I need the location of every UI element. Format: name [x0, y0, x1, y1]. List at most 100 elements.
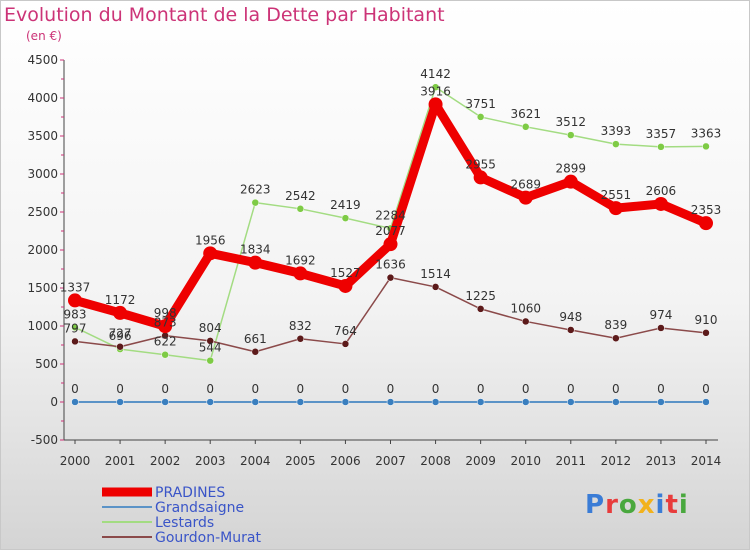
data-point-grandsaigne — [206, 398, 214, 406]
data-label-lestards: 696 — [109, 329, 132, 343]
data-labels: 0 0 0 0 0 0 0 0 0 0 0 0 0 0 0 983 696 622 544 2623 2542 2419 2… — [60, 67, 722, 396]
data-label-gourdon-murat: 1636 — [375, 258, 406, 272]
data-label-pradines: 2689 — [510, 178, 541, 192]
data-point-pradines — [608, 201, 623, 216]
data-point-grandsaigne — [567, 398, 575, 406]
data-point-gourdon-murat — [206, 337, 214, 345]
data-label-grandsaigne: 0 — [612, 382, 620, 396]
data-point-gourdon-murat — [612, 334, 620, 342]
data-point-grandsaigne — [431, 398, 440, 406]
data-point-gourdon-murat — [116, 342, 124, 351]
data-label-gourdon-murat: 974 — [649, 308, 672, 322]
data-label-grandsaigne: 0 — [522, 382, 530, 396]
data-label-pradines: 2077 — [375, 224, 406, 238]
y-tick-label: 2500 — [27, 205, 58, 219]
data-point-pradines — [158, 319, 173, 334]
data-label-grandsaigne: 0 — [206, 382, 214, 396]
legend-label: PRADINES — [155, 485, 225, 501]
x-tick-label: 2014 — [691, 454, 722, 468]
data-point-gourdon-murat — [476, 305, 485, 313]
x-tick-label: 2007 — [375, 454, 406, 468]
chart-subtitle: (en €) — [26, 29, 62, 43]
data-point-lestards — [702, 142, 710, 151]
data-label-grandsaigne: 0 — [657, 382, 665, 396]
data-point-lestards — [161, 350, 169, 359]
series-layer — [68, 83, 713, 406]
data-label-pradines: 1692 — [285, 253, 316, 267]
x-tick-label: 2008 — [420, 454, 451, 468]
data-label-grandsaigne: 0 — [477, 382, 485, 396]
data-point-gourdon-murat — [702, 329, 710, 337]
data-point-pradines — [203, 246, 218, 261]
data-point-lestards — [251, 198, 260, 207]
logo-letter: i — [678, 490, 689, 520]
data-point-lestards — [657, 143, 665, 151]
data-label-gourdon-murat: 797 — [64, 321, 87, 335]
data-point-lestards — [476, 113, 485, 121]
data-label-gourdon-murat: 764 — [334, 324, 357, 338]
data-label-lestards: 3621 — [510, 107, 541, 121]
data-point-pradines — [248, 255, 263, 270]
data-label-grandsaigne: 0 — [342, 382, 350, 396]
data-label-gourdon-murat: 832 — [289, 319, 312, 333]
data-label-pradines: 2955 — [465, 157, 496, 171]
data-point-grandsaigne — [521, 398, 530, 406]
data-label-lestards: 544 — [199, 341, 222, 355]
data-label-pradines: 1172 — [105, 293, 136, 307]
data-label-gourdon-murat: 948 — [559, 310, 582, 324]
series-grandsaigne — [71, 398, 710, 406]
data-label-lestards: 2542 — [285, 189, 316, 203]
y-tick-label: 1500 — [27, 281, 58, 295]
data-point-grandsaigne — [296, 398, 305, 406]
logo-letter: x — [637, 490, 656, 520]
data-point-gourdon-murat — [431, 283, 440, 291]
data-label-pradines: 2606 — [646, 184, 677, 198]
x-tick-label: 2004 — [240, 454, 271, 468]
data-label-gourdon-murat: 839 — [604, 318, 627, 332]
logo-letter: o — [618, 490, 638, 520]
data-label-gourdon-murat: 1060 — [510, 301, 541, 315]
data-point-pradines — [428, 97, 443, 112]
data-label-lestards: 3393 — [601, 124, 632, 138]
data-point-lestards — [206, 356, 214, 365]
data-label-pradines: 998 — [154, 306, 177, 320]
data-point-grandsaigne — [341, 398, 350, 406]
x-tick-label: 2010 — [510, 454, 541, 468]
data-point-gourdon-murat — [341, 340, 350, 348]
x-tick-label: 2011 — [556, 454, 587, 468]
data-label-gourdon-murat: 873 — [154, 316, 177, 330]
data-label-pradines: 2899 — [556, 162, 587, 176]
y-tick-label: 4000 — [27, 91, 58, 105]
data-label-gourdon-murat: 1225 — [465, 289, 496, 303]
axes: -500 0 500 1000 1500 2000 2500 3000 3500 4000 4500… — [27, 53, 721, 468]
data-point-pradines — [699, 216, 713, 231]
y-tick-label: 4500 — [27, 53, 58, 67]
data-label-lestards: 622 — [154, 335, 177, 349]
data-label-lestards: 983 — [64, 307, 87, 321]
data-label-gourdon-murat: 804 — [199, 321, 222, 335]
x-tick-label: 2005 — [285, 454, 316, 468]
data-label-pradines: 1527 — [330, 266, 361, 280]
data-label-grandsaigne: 0 — [387, 382, 395, 396]
data-point-grandsaigne — [612, 398, 620, 406]
data-point-lestards — [612, 140, 620, 148]
logo-letter: t — [665, 490, 679, 520]
data-point-grandsaigne — [476, 398, 485, 406]
y-tick-label: 500 — [35, 357, 58, 371]
data-point-grandsaigne — [161, 398, 169, 406]
data-point-grandsaigne — [702, 398, 710, 406]
data-label-lestards: 3357 — [646, 127, 677, 141]
data-label-grandsaigne: 0 — [702, 382, 710, 396]
data-label-lestards: 2284 — [375, 208, 406, 222]
data-label-grandsaigne: 0 — [567, 382, 575, 396]
data-point-pradines — [653, 196, 668, 211]
y-tick-label: -500 — [31, 433, 58, 447]
logo-letter: r — [605, 490, 619, 520]
data-label-grandsaigne: 0 — [297, 382, 305, 396]
data-label-grandsaigne: 0 — [251, 382, 259, 396]
data-point-grandsaigne — [386, 398, 395, 406]
data-label-pradines: 1337 — [60, 280, 91, 294]
data-label-pradines: 2551 — [601, 188, 632, 202]
